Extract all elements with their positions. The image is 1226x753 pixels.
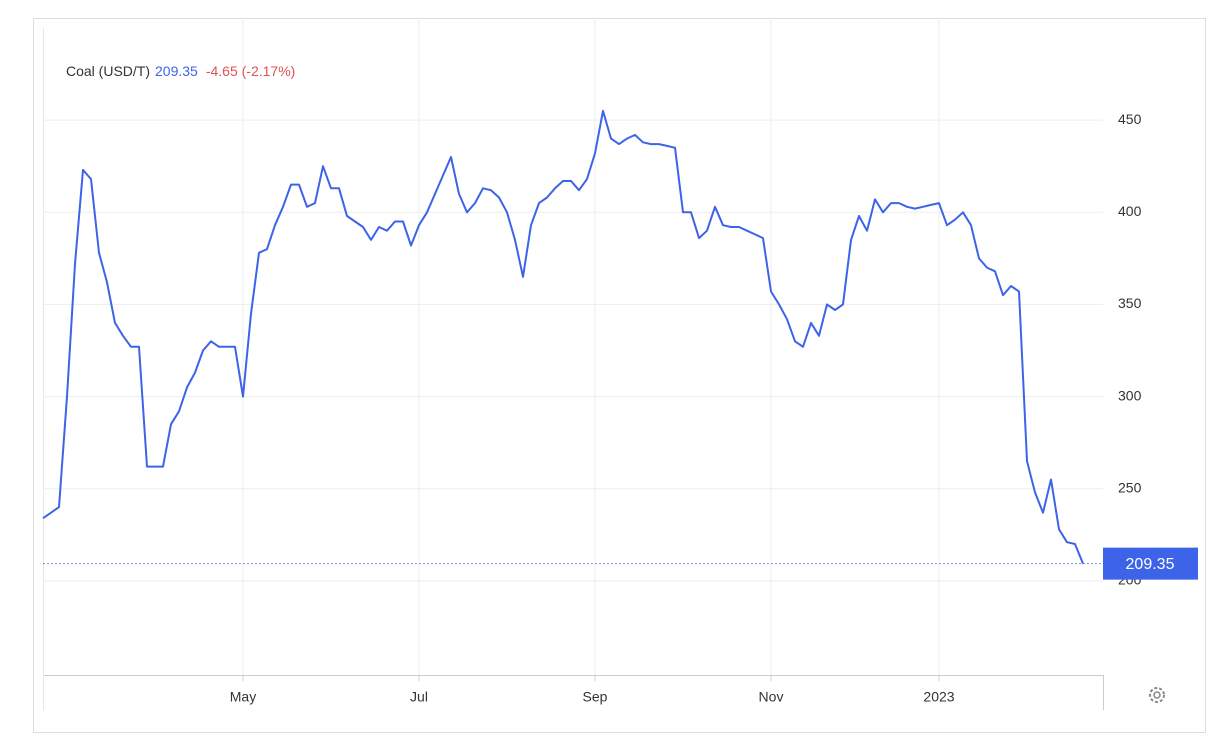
last-value-box [1103,547,1198,580]
header: Coal (USD/T) 209.35 -4.65 (-2.17%) [66,63,295,79]
chart-frame [33,18,1206,733]
x-tick-label: Sep [583,689,608,705]
y-tick-label: 250 [1118,479,1142,495]
last-price: 209.35 [155,63,198,79]
price-line [42,109,1084,564]
last-value-label: 209.35 [1126,556,1175,573]
price-change: -4.65 (-2.17%) [206,63,295,79]
x-tick-label: Nov [759,689,784,705]
x-tick-label: Jul [410,689,428,705]
y-tick-label: 350 [1118,295,1142,311]
chart-title: Coal (USD/T) [66,63,150,79]
y-tick-label: 400 [1118,203,1142,219]
y-tick-label: 300 [1118,387,1142,403]
settings-icon[interactable] [1149,687,1165,703]
y-tick-label: 450 [1118,111,1142,127]
x-tick-label: 2023 [923,689,954,705]
x-tick-label: May [230,689,256,705]
